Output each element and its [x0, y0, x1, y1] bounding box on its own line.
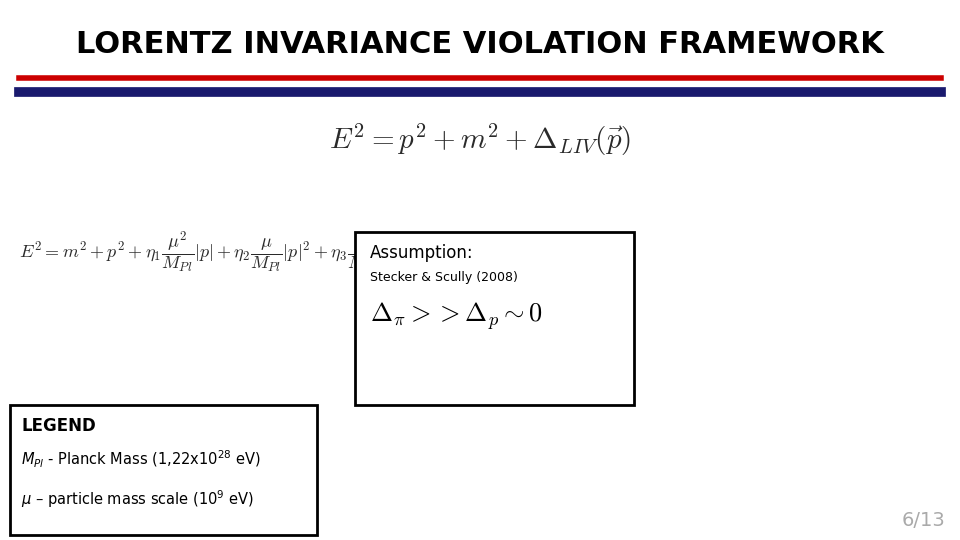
Text: $\mu$ – particle mass scale (10$^9$ eV): $\mu$ – particle mass scale (10$^9$ eV) [21, 489, 254, 510]
Text: $M_{Pl}$ - Planck Mass (1,22x10$^{28}$ eV): $M_{Pl}$ - Planck Mass (1,22x10$^{28}$ e… [21, 449, 261, 470]
FancyBboxPatch shape [10, 405, 317, 535]
FancyBboxPatch shape [355, 232, 634, 405]
Text: LORENTZ INVARIANCE VIOLATION FRAMEWORK: LORENTZ INVARIANCE VIOLATION FRAMEWORK [76, 30, 884, 59]
Text: Stecker & Scully (2008): Stecker & Scully (2008) [370, 271, 517, 284]
Text: $E^2 = m^2 + p^2 + \eta_1\dfrac{\mu^2}{M_{Pl}}|p| + \eta_2\dfrac{\mu}{M_{Pl}}|p|: $E^2 = m^2 + p^2 + \eta_1\dfrac{\mu^2}{M… [19, 230, 546, 280]
Text: $E^2 = p^2 + m^2 + \Delta_{LIV}(\vec{p})$: $E^2 = p^2 + m^2 + \Delta_{LIV}(\vec{p})… [329, 122, 631, 158]
Text: $\Delta_\pi >> \Delta_p \sim 0$: $\Delta_\pi >> \Delta_p \sim 0$ [370, 300, 542, 332]
Text: Assumption:: Assumption: [370, 244, 473, 262]
Text: LEGEND: LEGEND [21, 417, 96, 435]
Text: 6/13: 6/13 [901, 511, 946, 530]
